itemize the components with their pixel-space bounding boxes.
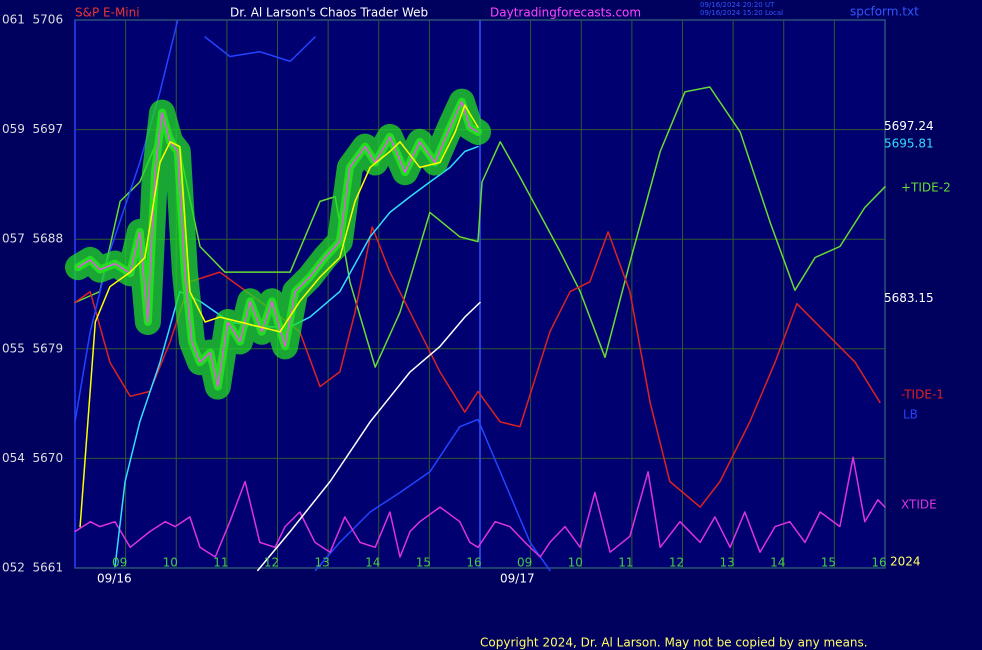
x-tick-label: 14 bbox=[365, 556, 380, 570]
x-tick-label: 14 bbox=[770, 556, 785, 570]
x-tick-label: 09 bbox=[517, 556, 532, 570]
x-tick-label: 10 bbox=[568, 556, 583, 570]
x-tick-label: 11 bbox=[618, 556, 633, 570]
y-tick-label: 061 5706 bbox=[2, 13, 63, 27]
series-label: LB bbox=[903, 408, 918, 422]
last-value: 5697.24 bbox=[884, 119, 934, 133]
x-tick-label: 15 bbox=[821, 556, 836, 570]
label-layer: 061 5706 059 5697 057 5688 055 5679 054 5670… bbox=[2, 13, 951, 575]
y-tick-label: 057 5688 bbox=[2, 232, 63, 246]
year: 2024 bbox=[890, 555, 921, 569]
timestamp: 09/16/2024 20:20 UT bbox=[700, 1, 775, 9]
x-tick-label: 11 bbox=[213, 556, 228, 570]
series-line bbox=[79, 104, 479, 528]
x-tick-label: 12 bbox=[264, 556, 279, 570]
series-label: XTIDE bbox=[901, 498, 937, 512]
x-tick-label: 15 bbox=[416, 556, 431, 570]
last-value: 5695.81 bbox=[884, 137, 934, 151]
y-tick-label: 059 5697 bbox=[2, 122, 63, 136]
x-tick-label: 12 bbox=[669, 556, 684, 570]
x-tick-label: 13 bbox=[314, 556, 329, 570]
file-name: spcform.txt bbox=[850, 5, 919, 19]
x-tick-label: 16 bbox=[871, 556, 886, 570]
y-tick-label: 055 5679 bbox=[2, 341, 63, 355]
y-tick-label: 052 5661 bbox=[2, 561, 63, 575]
x-tick-label: 10 bbox=[163, 556, 178, 570]
x-tick-label: 09 bbox=[112, 556, 127, 570]
date-label: 09/16 bbox=[97, 572, 132, 586]
site: Daytradingforecasts.com bbox=[490, 6, 641, 20]
series-line bbox=[77, 100, 479, 388]
x-tick-label: 16 bbox=[466, 556, 481, 570]
series-line bbox=[74, 19, 551, 572]
series-label: -TIDE-1 bbox=[901, 388, 944, 402]
series-line bbox=[257, 301, 481, 572]
copyright: Copyright 2024, Dr. Al Larson. May not b… bbox=[480, 636, 868, 650]
timestamp: 09/16/2024 15:20 Local bbox=[700, 9, 783, 17]
series-layer bbox=[65, 19, 886, 572]
series-label: +TIDE-2 bbox=[901, 181, 951, 195]
y-tick-label: 054 5670 bbox=[2, 451, 63, 465]
date-label: 09/17 bbox=[500, 572, 535, 586]
x-tick-label: 13 bbox=[719, 556, 734, 570]
series-line bbox=[74, 456, 886, 558]
last-value: 5683.15 bbox=[884, 291, 934, 305]
instrument: S&P E-Mini bbox=[75, 6, 140, 20]
chart-title: Dr. Al Larson's Chaos Trader Web bbox=[230, 6, 428, 20]
